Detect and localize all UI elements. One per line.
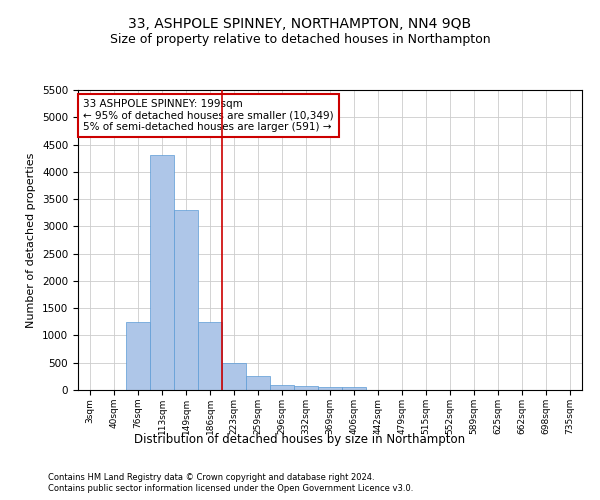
Bar: [126, 322, 150, 390]
Text: 33 ASHPOLE SPINNEY: 199sqm
← 95% of detached houses are smaller (10,349)
5% of s: 33 ASHPOLE SPINNEY: 199sqm ← 95% of deta…: [83, 99, 334, 132]
Bar: [342, 386, 366, 390]
Bar: [270, 384, 294, 390]
Text: Contains public sector information licensed under the Open Government Licence v3: Contains public sector information licen…: [48, 484, 413, 493]
Bar: [222, 362, 246, 390]
Text: Size of property relative to detached houses in Northampton: Size of property relative to detached ho…: [110, 32, 490, 46]
Bar: [294, 386, 318, 390]
Bar: [246, 376, 270, 390]
Bar: [150, 156, 174, 390]
Text: Distribution of detached houses by size in Northampton: Distribution of detached houses by size …: [134, 432, 466, 446]
Bar: [318, 386, 342, 390]
Y-axis label: Number of detached properties: Number of detached properties: [26, 152, 37, 328]
Bar: [174, 210, 198, 390]
Text: Contains HM Land Registry data © Crown copyright and database right 2024.: Contains HM Land Registry data © Crown c…: [48, 472, 374, 482]
Bar: [198, 322, 222, 390]
Text: 33, ASHPOLE SPINNEY, NORTHAMPTON, NN4 9QB: 33, ASHPOLE SPINNEY, NORTHAMPTON, NN4 9Q…: [128, 18, 472, 32]
